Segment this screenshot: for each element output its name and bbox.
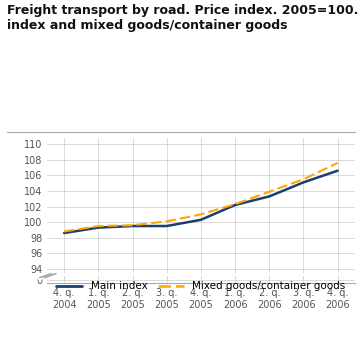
Mixed goods/container goods	[96, 224, 101, 228]
Main index	[199, 217, 203, 222]
Mixed goods/container goods	[336, 161, 340, 165]
Main index	[336, 168, 340, 173]
Main index	[233, 203, 237, 207]
Mixed goods/container goods	[62, 229, 66, 234]
Mixed goods/container goods	[301, 177, 306, 182]
Main index	[130, 224, 135, 228]
Mixed goods/container goods	[165, 219, 169, 224]
Mixed goods/container goods	[233, 202, 237, 207]
Text: Freight transport by road. Price index. 2005=100. Main
index and mixed goods/con: Freight transport by road. Price index. …	[7, 4, 362, 32]
Main index	[165, 224, 169, 228]
Main index	[96, 225, 101, 230]
Main index	[267, 194, 272, 199]
Line: Mixed goods/container goods: Mixed goods/container goods	[64, 163, 338, 232]
Main index	[301, 180, 306, 184]
Line: Main index: Main index	[64, 171, 338, 233]
Mixed goods/container goods	[130, 223, 135, 228]
Main index	[62, 231, 66, 235]
Mixed goods/container goods	[267, 189, 272, 194]
Mixed goods/container goods	[199, 212, 203, 216]
Legend: Main index, Mixed goods/container goods: Main index, Mixed goods/container goods	[56, 281, 345, 291]
